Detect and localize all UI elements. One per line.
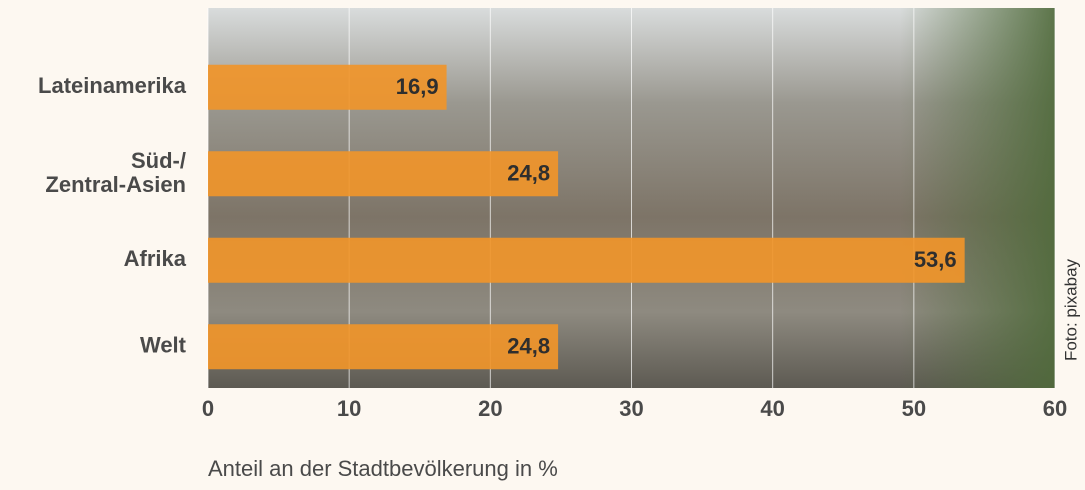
category-label: Lateinamerika — [38, 73, 187, 98]
category-label: Süd-/Zentral-Asien — [45, 148, 186, 197]
value-label: 16,9 — [396, 74, 439, 99]
photo-foliage — [900, 8, 1055, 388]
value-label: 53,6 — [914, 247, 957, 272]
x-tick-label: 60 — [1043, 396, 1067, 421]
x-tick-label: 10 — [337, 396, 361, 421]
x-tick-label: 0 — [202, 396, 214, 421]
x-tick-label: 40 — [760, 396, 784, 421]
bar — [208, 324, 559, 370]
bar — [208, 237, 965, 283]
value-label: 24,8 — [507, 334, 550, 359]
category-label: Afrika — [124, 246, 187, 271]
category-label: Welt — [140, 333, 187, 358]
bar — [208, 64, 447, 110]
photo-credit: Foto: pixabay — [1061, 258, 1080, 361]
bar — [208, 151, 559, 197]
value-label: 24,8 — [507, 161, 550, 186]
x-tick-label: 20 — [478, 396, 502, 421]
x-tick-label: 50 — [902, 396, 926, 421]
x-axis-label: Anteil an der Stadtbevölkerung in % — [208, 456, 558, 481]
x-tick-label: 30 — [619, 396, 643, 421]
